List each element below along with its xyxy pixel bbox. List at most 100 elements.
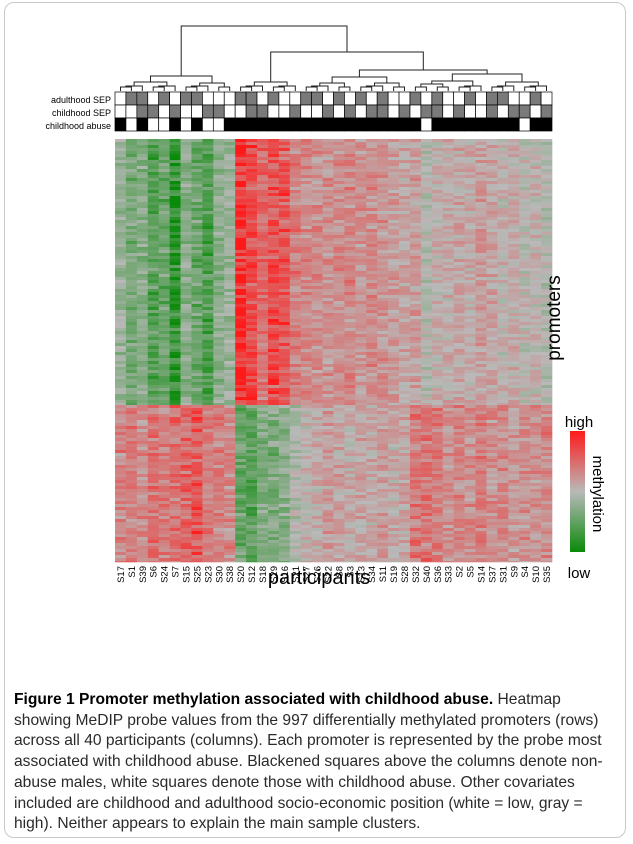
heatmap-cell bbox=[213, 157, 225, 161]
adulthood-sep-cell bbox=[420, 91, 433, 106]
heatmap-cell bbox=[508, 316, 520, 320]
heatmap-cell bbox=[278, 561, 291, 563]
heatmap-cell bbox=[344, 283, 356, 287]
heatmap-cell bbox=[278, 172, 291, 176]
heatmap-cell bbox=[508, 289, 520, 293]
heatmap-cell bbox=[115, 429, 127, 433]
heatmap-cell bbox=[519, 355, 531, 359]
heatmap-cell bbox=[202, 394, 214, 398]
heatmap-cell bbox=[289, 429, 302, 433]
heatmap-cell bbox=[519, 319, 531, 323]
heatmap-cell bbox=[300, 498, 312, 502]
heatmap-cell bbox=[541, 211, 553, 215]
heatmap-cell bbox=[366, 196, 378, 200]
heatmap-cell bbox=[267, 178, 280, 182]
heatmap-cell bbox=[366, 328, 378, 332]
heatmap-cell bbox=[399, 220, 411, 224]
heatmap-cell bbox=[497, 286, 509, 290]
heatmap-cell bbox=[224, 295, 236, 299]
heatmap-cell bbox=[399, 148, 411, 152]
heatmap-cell bbox=[235, 259, 247, 263]
heatmap-cell bbox=[475, 250, 487, 254]
heatmap-cell bbox=[158, 229, 170, 233]
heatmap-cell bbox=[115, 561, 127, 563]
heatmap-cell bbox=[464, 175, 476, 179]
heatmap-cell bbox=[158, 367, 170, 371]
heatmap-cell bbox=[267, 202, 280, 206]
heatmap-cell bbox=[224, 531, 236, 535]
heatmap-cell bbox=[333, 214, 345, 218]
heatmap-cell bbox=[322, 489, 334, 493]
heatmap-cell bbox=[355, 337, 367, 341]
heatmap-cell bbox=[257, 471, 269, 475]
heatmap-cell bbox=[158, 319, 170, 323]
heatmap-cell bbox=[355, 319, 367, 323]
heatmap-cell bbox=[366, 558, 378, 562]
heatmap-cell bbox=[366, 265, 378, 269]
heatmap-cell bbox=[300, 166, 312, 170]
heatmap-cell bbox=[311, 262, 323, 266]
heatmap-cell bbox=[180, 513, 192, 517]
heatmap-cell bbox=[311, 361, 323, 365]
heatmap-cell bbox=[322, 349, 334, 353]
heatmap-cell bbox=[115, 199, 127, 203]
heatmap-cell bbox=[311, 549, 323, 553]
heatmap-cell bbox=[497, 178, 509, 182]
heatmap-cell bbox=[464, 388, 476, 392]
heatmap-cell bbox=[246, 157, 258, 161]
heatmap-cell bbox=[497, 214, 509, 218]
heatmap-cell bbox=[213, 516, 225, 520]
heatmap-cell bbox=[355, 178, 367, 182]
heatmap-cell bbox=[388, 274, 400, 278]
heatmap-cell bbox=[224, 558, 236, 562]
heatmap-cell bbox=[453, 307, 465, 311]
heatmap-cell bbox=[300, 367, 312, 371]
heatmap-cell bbox=[344, 438, 356, 442]
heatmap-cell bbox=[278, 145, 291, 149]
heatmap-cell bbox=[257, 561, 269, 563]
heatmap-cell bbox=[125, 432, 138, 436]
heatmap-cell bbox=[355, 295, 367, 299]
heatmap-cell bbox=[399, 283, 411, 287]
heatmap-cell bbox=[115, 450, 127, 454]
heatmap-cell bbox=[202, 235, 214, 239]
heatmap-cell bbox=[136, 340, 149, 344]
heatmap-cell bbox=[158, 495, 170, 499]
heatmap-cell bbox=[497, 295, 509, 299]
heatmap-cell bbox=[541, 358, 553, 362]
heatmap-cell bbox=[541, 178, 553, 182]
heatmap-cell bbox=[246, 271, 258, 275]
heatmap-cell bbox=[136, 214, 149, 218]
heatmap-cell bbox=[115, 310, 127, 314]
heatmap-cell bbox=[202, 504, 214, 508]
heatmap-cell bbox=[158, 349, 170, 353]
heatmap-cell bbox=[224, 343, 236, 347]
heatmap-cell bbox=[191, 477, 203, 481]
heatmap-cell bbox=[147, 450, 160, 454]
heatmap-cell bbox=[409, 199, 422, 203]
heatmap-cell bbox=[246, 382, 258, 386]
heatmap-cell bbox=[158, 414, 170, 418]
adulthood-sep-cell bbox=[442, 91, 455, 106]
heatmap-cell bbox=[541, 160, 553, 164]
heatmap-cell bbox=[475, 148, 487, 152]
heatmap-cell bbox=[344, 498, 356, 502]
heatmap-cell bbox=[125, 217, 138, 221]
heatmap-cell bbox=[453, 325, 465, 329]
heatmap-cell bbox=[257, 259, 269, 263]
heatmap-cell bbox=[399, 400, 411, 404]
heatmap-cell bbox=[508, 379, 520, 383]
heatmap-cell bbox=[224, 163, 236, 167]
heatmap-cell bbox=[311, 376, 323, 380]
heatmap-cell bbox=[409, 298, 422, 302]
heatmap-cell bbox=[224, 507, 236, 511]
heatmap-cell bbox=[442, 346, 454, 350]
heatmap-cell bbox=[257, 160, 269, 164]
heatmap-cell bbox=[366, 405, 378, 409]
heatmap-cell bbox=[322, 531, 334, 535]
heatmap-cell bbox=[355, 552, 367, 556]
heatmap-cell bbox=[169, 220, 181, 224]
heatmap-cell bbox=[180, 265, 192, 269]
heatmap-cell bbox=[497, 202, 509, 206]
heatmap-cell bbox=[311, 546, 323, 550]
